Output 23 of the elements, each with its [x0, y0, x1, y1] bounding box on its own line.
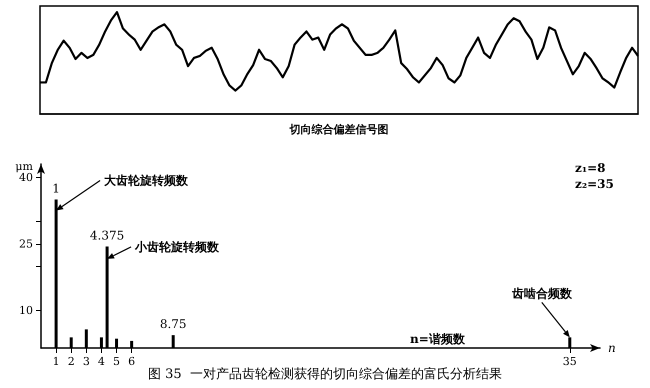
- x-tick-label: 2: [68, 355, 75, 368]
- x-tick-label: 35: [562, 355, 577, 368]
- y-tick-label: 40: [19, 170, 33, 184]
- caption: 图 35 一对产品齿轮检测获得的切向综合偏差的富氏分析结果: [148, 366, 502, 382]
- annotation: 小齿轮旋转频数: [134, 240, 220, 254]
- annotation: z₂=35: [575, 177, 614, 191]
- x-tick-label: 4: [98, 355, 105, 368]
- annotation: 4.375: [90, 228, 124, 242]
- y-tick-label: 10: [19, 304, 33, 317]
- annotation: 齿啮合频数: [510, 286, 573, 300]
- x-tick-label: 5: [113, 355, 120, 368]
- annotation: z₁=8: [575, 161, 606, 175]
- x-axis-title: 切向综合偏差信号图: [288, 123, 388, 136]
- annotation: 8.75: [160, 317, 187, 332]
- x-axis-title: n: [608, 341, 616, 355]
- x-tick-label: 6: [128, 355, 136, 368]
- annotation: 大齿轮旋转频数: [104, 174, 190, 188]
- x-tick-label: 1: [52, 355, 60, 368]
- y-axis-title: μm: [15, 160, 34, 173]
- annotation: n=谐频数: [410, 332, 466, 346]
- annotation: 1: [52, 181, 60, 196]
- y-tick-label: 25: [19, 237, 33, 250]
- x-tick-label: 3: [82, 355, 90, 368]
